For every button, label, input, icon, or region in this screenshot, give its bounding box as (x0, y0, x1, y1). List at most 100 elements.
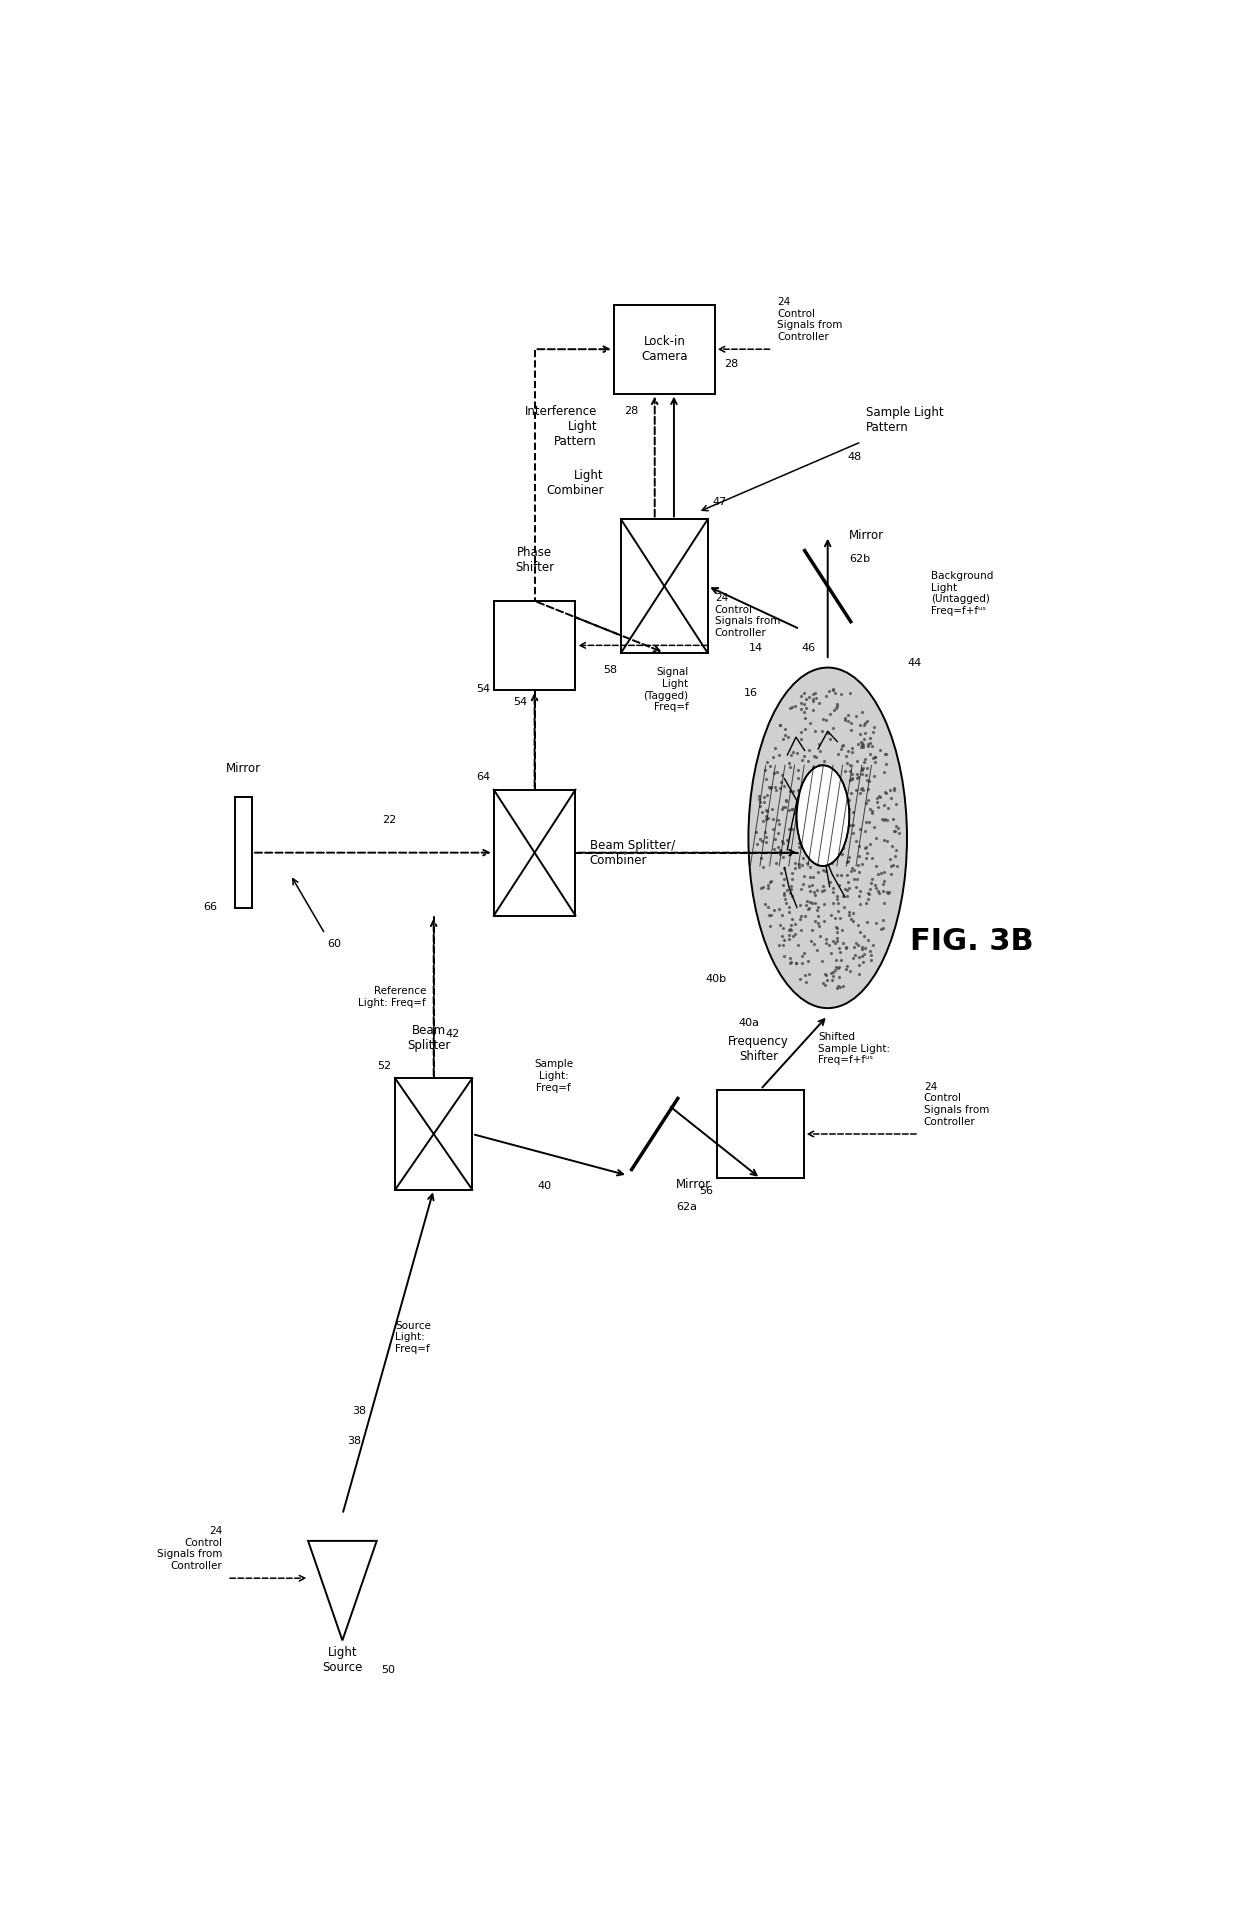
Point (781, 913, 801, 944)
Point (776, 785, 796, 815)
Text: 22: 22 (382, 815, 396, 825)
Point (779, 896, 799, 927)
Point (830, 808, 849, 838)
Point (837, 875, 857, 906)
Text: Mirror: Mirror (676, 1179, 711, 1192)
Point (763, 813, 782, 844)
Point (877, 804, 897, 835)
Point (826, 802, 846, 833)
Point (761, 794, 781, 825)
Point (838, 900, 858, 931)
Point (769, 894, 789, 925)
Point (862, 796, 882, 827)
Point (782, 775, 802, 806)
Point (869, 781, 889, 812)
Point (774, 852, 794, 883)
Point (837, 748, 857, 779)
Point (807, 908, 827, 938)
Point (848, 850, 868, 881)
Point (877, 877, 897, 908)
Point (827, 917, 847, 948)
Point (805, 879, 825, 910)
Point (779, 915, 799, 946)
Point (791, 688, 811, 719)
Text: 16: 16 (744, 688, 758, 698)
Text: 58: 58 (603, 665, 618, 675)
Point (838, 867, 858, 898)
Point (765, 733, 785, 763)
Point (828, 888, 848, 919)
Text: 38: 38 (352, 1406, 366, 1415)
Point (756, 796, 776, 827)
Point (780, 892, 800, 923)
Point (843, 942, 863, 973)
Point (842, 758, 862, 788)
Point (862, 940, 882, 971)
Point (805, 887, 825, 917)
Point (800, 887, 820, 917)
Point (763, 804, 782, 835)
Point (827, 925, 847, 956)
Point (887, 812, 906, 842)
Point (765, 823, 785, 854)
Point (875, 738, 895, 769)
Text: 24
Control
Signals from
Controller: 24 Control Signals from Controller (714, 592, 780, 638)
Point (862, 842, 882, 873)
Point (801, 852, 821, 883)
Text: Background
Light
(Untagged)
Freq=f+fᵘˢ: Background Light (Untagged) Freq=f+fᵘˢ (931, 571, 993, 615)
Point (790, 848, 810, 879)
Point (769, 810, 789, 840)
Point (816, 825, 836, 856)
Point (816, 960, 836, 990)
Point (885, 815, 905, 846)
Point (750, 790, 770, 821)
Point (799, 871, 818, 902)
Bar (621, 519, 708, 652)
Point (796, 685, 816, 715)
Point (804, 929, 823, 960)
Text: Signal
Light
(Tagged)
Freq=f: Signal Light (Tagged) Freq=f (644, 667, 688, 712)
Point (867, 787, 887, 817)
Point (796, 890, 816, 921)
Point (804, 842, 823, 873)
Point (761, 771, 781, 802)
Point (787, 754, 807, 785)
Point (856, 717, 875, 748)
Point (847, 825, 867, 856)
Point (867, 823, 887, 854)
Text: 64: 64 (476, 773, 490, 783)
Point (856, 842, 875, 873)
Point (801, 862, 821, 892)
Point (884, 773, 904, 804)
Point (843, 817, 863, 848)
Point (852, 754, 872, 785)
Point (782, 904, 802, 935)
Point (825, 677, 844, 708)
Text: 24
Control
Signals from
Controller: 24 Control Signals from Controller (157, 1527, 222, 1571)
Point (821, 765, 841, 796)
Point (771, 835, 791, 865)
Point (817, 963, 837, 994)
Point (883, 804, 903, 835)
Point (821, 840, 841, 871)
Point (827, 775, 847, 806)
Point (864, 762, 884, 792)
Point (862, 731, 882, 762)
Point (842, 763, 862, 794)
Point (833, 927, 853, 958)
Point (818, 717, 838, 748)
Point (775, 792, 795, 823)
Point (769, 833, 789, 863)
Point (774, 929, 794, 960)
Point (836, 740, 856, 771)
Text: 46: 46 (801, 644, 816, 654)
Point (884, 775, 904, 806)
Point (827, 787, 847, 817)
Point (874, 888, 894, 919)
Point (750, 873, 770, 904)
Point (746, 829, 766, 860)
Text: Sample Light
Pattern: Sample Light Pattern (866, 406, 944, 433)
Point (861, 867, 880, 898)
Point (770, 910, 790, 940)
Point (827, 769, 847, 800)
